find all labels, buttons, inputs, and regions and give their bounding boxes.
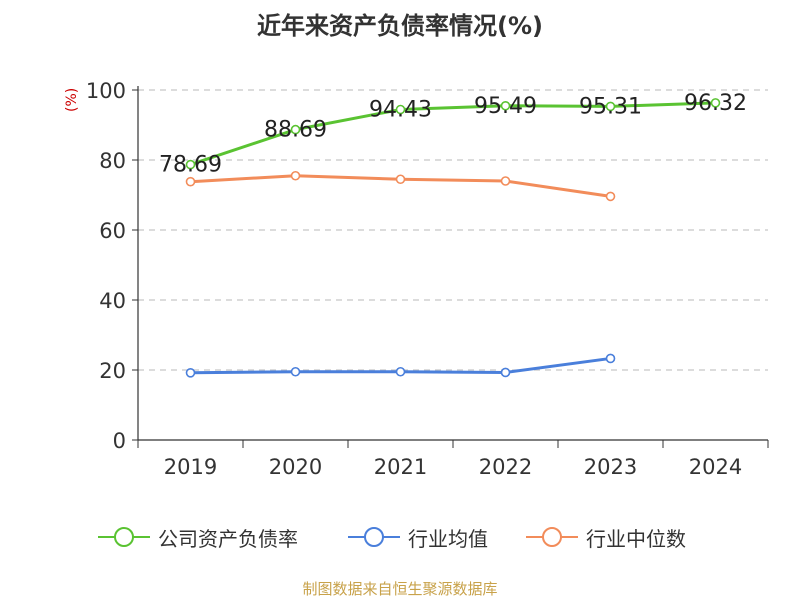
legend: 公司资产负债率 行业均值 行业中位数 bbox=[0, 520, 800, 554]
x-tick-label: 2024 bbox=[689, 455, 742, 479]
legend-label: 公司资产负债率 bbox=[158, 526, 298, 551]
y-tick-label: 0 bbox=[113, 429, 126, 453]
data-point bbox=[185, 159, 196, 170]
data-label: 96.32 bbox=[684, 91, 747, 116]
x-tick-label: 2021 bbox=[374, 455, 427, 479]
legend-item-company-ratio[interactable]: 公司资产负债率 bbox=[96, 520, 298, 554]
chart-title: 近年来资产负债率情况(%) bbox=[257, 12, 543, 40]
data-label: 78.69 bbox=[159, 153, 222, 178]
legend-item-industry-median[interactable]: 行业中位数 bbox=[524, 520, 686, 554]
data-point bbox=[185, 176, 196, 187]
series-line bbox=[189, 101, 717, 167]
legend-marker-line-icon bbox=[98, 527, 150, 547]
x-tick-label: 2022 bbox=[479, 455, 532, 479]
data-label: 88.69 bbox=[264, 118, 327, 143]
data-labels: 78.69 88.69 94.43 95.49 95.31 96.32 bbox=[159, 91, 747, 178]
y-tick-label: 80 bbox=[99, 149, 126, 173]
data-point bbox=[395, 174, 406, 185]
y-tick-label: 100 bbox=[86, 79, 126, 103]
x-tick-label: 2020 bbox=[269, 455, 322, 479]
data-point bbox=[605, 353, 616, 364]
data-point bbox=[500, 176, 511, 186]
data-point bbox=[185, 367, 196, 378]
data-point bbox=[290, 366, 301, 377]
series bbox=[185, 98, 721, 378]
data-point bbox=[605, 101, 616, 112]
data-label: 94.43 bbox=[369, 97, 432, 122]
data-point bbox=[500, 100, 511, 111]
legend-label: 行业均值 bbox=[408, 526, 488, 551]
data-point bbox=[605, 191, 616, 202]
y-tick-label: 60 bbox=[99, 219, 126, 243]
legend-item-industry-mean[interactable]: 行业均值 bbox=[346, 520, 488, 554]
legend-label: 行业中位数 bbox=[586, 526, 686, 551]
legend-marker-line-icon bbox=[348, 527, 400, 547]
data-point bbox=[395, 104, 406, 115]
data-point bbox=[710, 98, 721, 108]
data-point bbox=[395, 366, 406, 377]
data-label: 95.31 bbox=[579, 94, 642, 119]
gridlines bbox=[138, 89, 768, 371]
source-note: 制图数据来自恒生聚源数据库 bbox=[302, 580, 498, 598]
x-tick-label: 2023 bbox=[584, 455, 637, 479]
x-tick-label: 2019 bbox=[164, 455, 217, 479]
data-point bbox=[290, 124, 301, 135]
data-point bbox=[290, 170, 301, 181]
y-tick-label: 40 bbox=[99, 289, 126, 313]
data-point bbox=[500, 367, 511, 378]
data-label: 95.49 bbox=[474, 94, 537, 119]
legend-marker-line-icon bbox=[526, 527, 578, 547]
y-tick-label: 20 bbox=[99, 359, 126, 383]
axes: 0 20 40 60 80 100 2019 2020 2021 2022 2023 2024 bbox=[86, 79, 769, 479]
